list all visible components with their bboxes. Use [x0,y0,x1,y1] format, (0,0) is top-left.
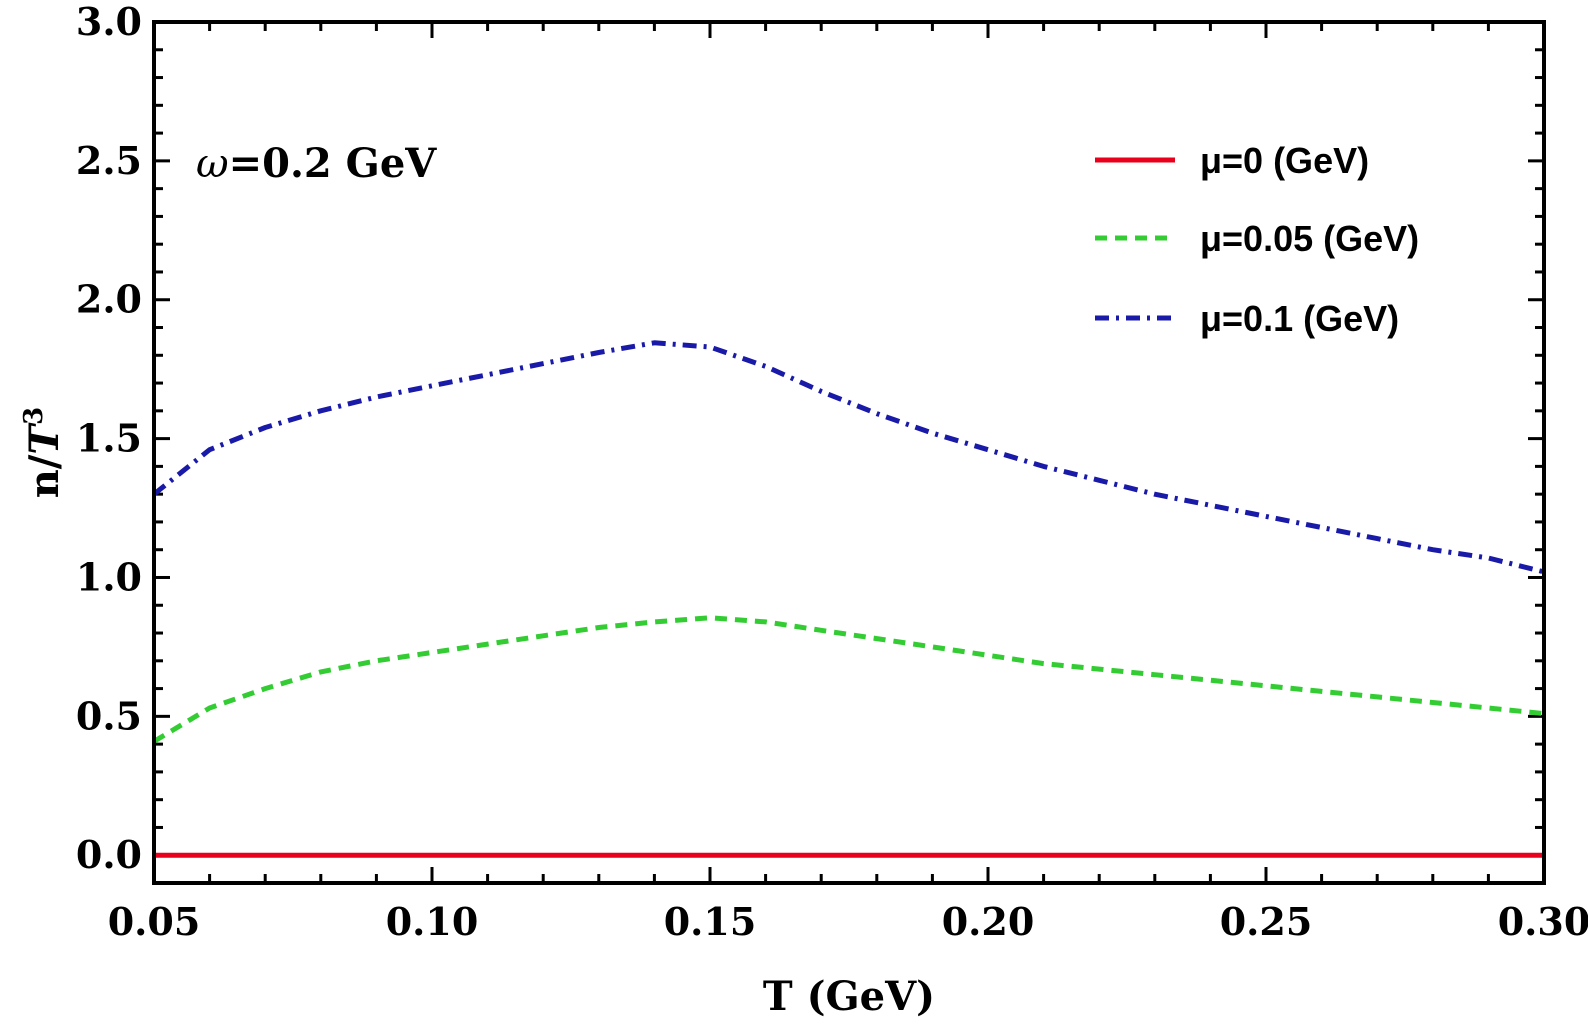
x-tick-label: 0.25 [1220,899,1313,944]
legend-label-mu-0.1: μ=0.1 (GeV) [1200,298,1399,339]
x-tick-label: 0.30 [1498,899,1588,944]
y-tick-label: 2.5 [76,138,142,183]
y-axis-label-base: n/ [21,454,68,498]
y-tick-label: 1.5 [76,416,142,461]
omega-symbol: ω [196,141,229,187]
legend-item-mu-0.1: μ=0.1 (GeV) [1095,298,1399,339]
omega-annotation: ω=0.2 GeV [196,140,437,187]
x-tick-label: 0.05 [108,899,201,944]
y-axis-label-exponent: 3 [19,407,49,425]
legend-item-mu-0: μ=0 (GeV) [1095,140,1369,181]
y-tick-label: 1.0 [76,554,142,599]
legend-item-mu-0.05: μ=0.05 (GeV) [1095,218,1419,259]
series-layer [152,340,1545,858]
legend: μ=0 (GeV) μ=0.05 (GeV) μ=0.1 (GeV) [1068,120,1478,360]
y-tick-label: 3.0 [76,0,142,44]
series-line-1 [152,615,1545,744]
plot-frame [152,20,1546,885]
x-tick-label: 0.20 [942,899,1035,944]
x-axis-label: T (GeV) [763,973,935,1020]
y-tick-label: 0.5 [76,693,142,738]
y-axis-label: n/T3 [19,407,68,499]
legend-label-mu-0.05: μ=0.05 (GeV) [1200,218,1419,259]
y-axis-label-var: T [21,422,68,455]
y-tick-label: 0.0 [76,832,142,877]
tick-labels-layer: 0.05 0.10 0.15 0.20 0.25 0.30 0.0 0.5 1.0 1.5 2.0 2… [76,0,1588,944]
legend-label-mu-0: μ=0 (GeV) [1200,140,1369,181]
omega-annotation-text: =0.2 GeV [229,140,438,187]
x-tick-label: 0.10 [386,899,479,944]
series-line-2 [152,340,1545,575]
y-tick-label: 2.0 [76,277,142,322]
x-tick-label: 0.15 [664,899,757,944]
